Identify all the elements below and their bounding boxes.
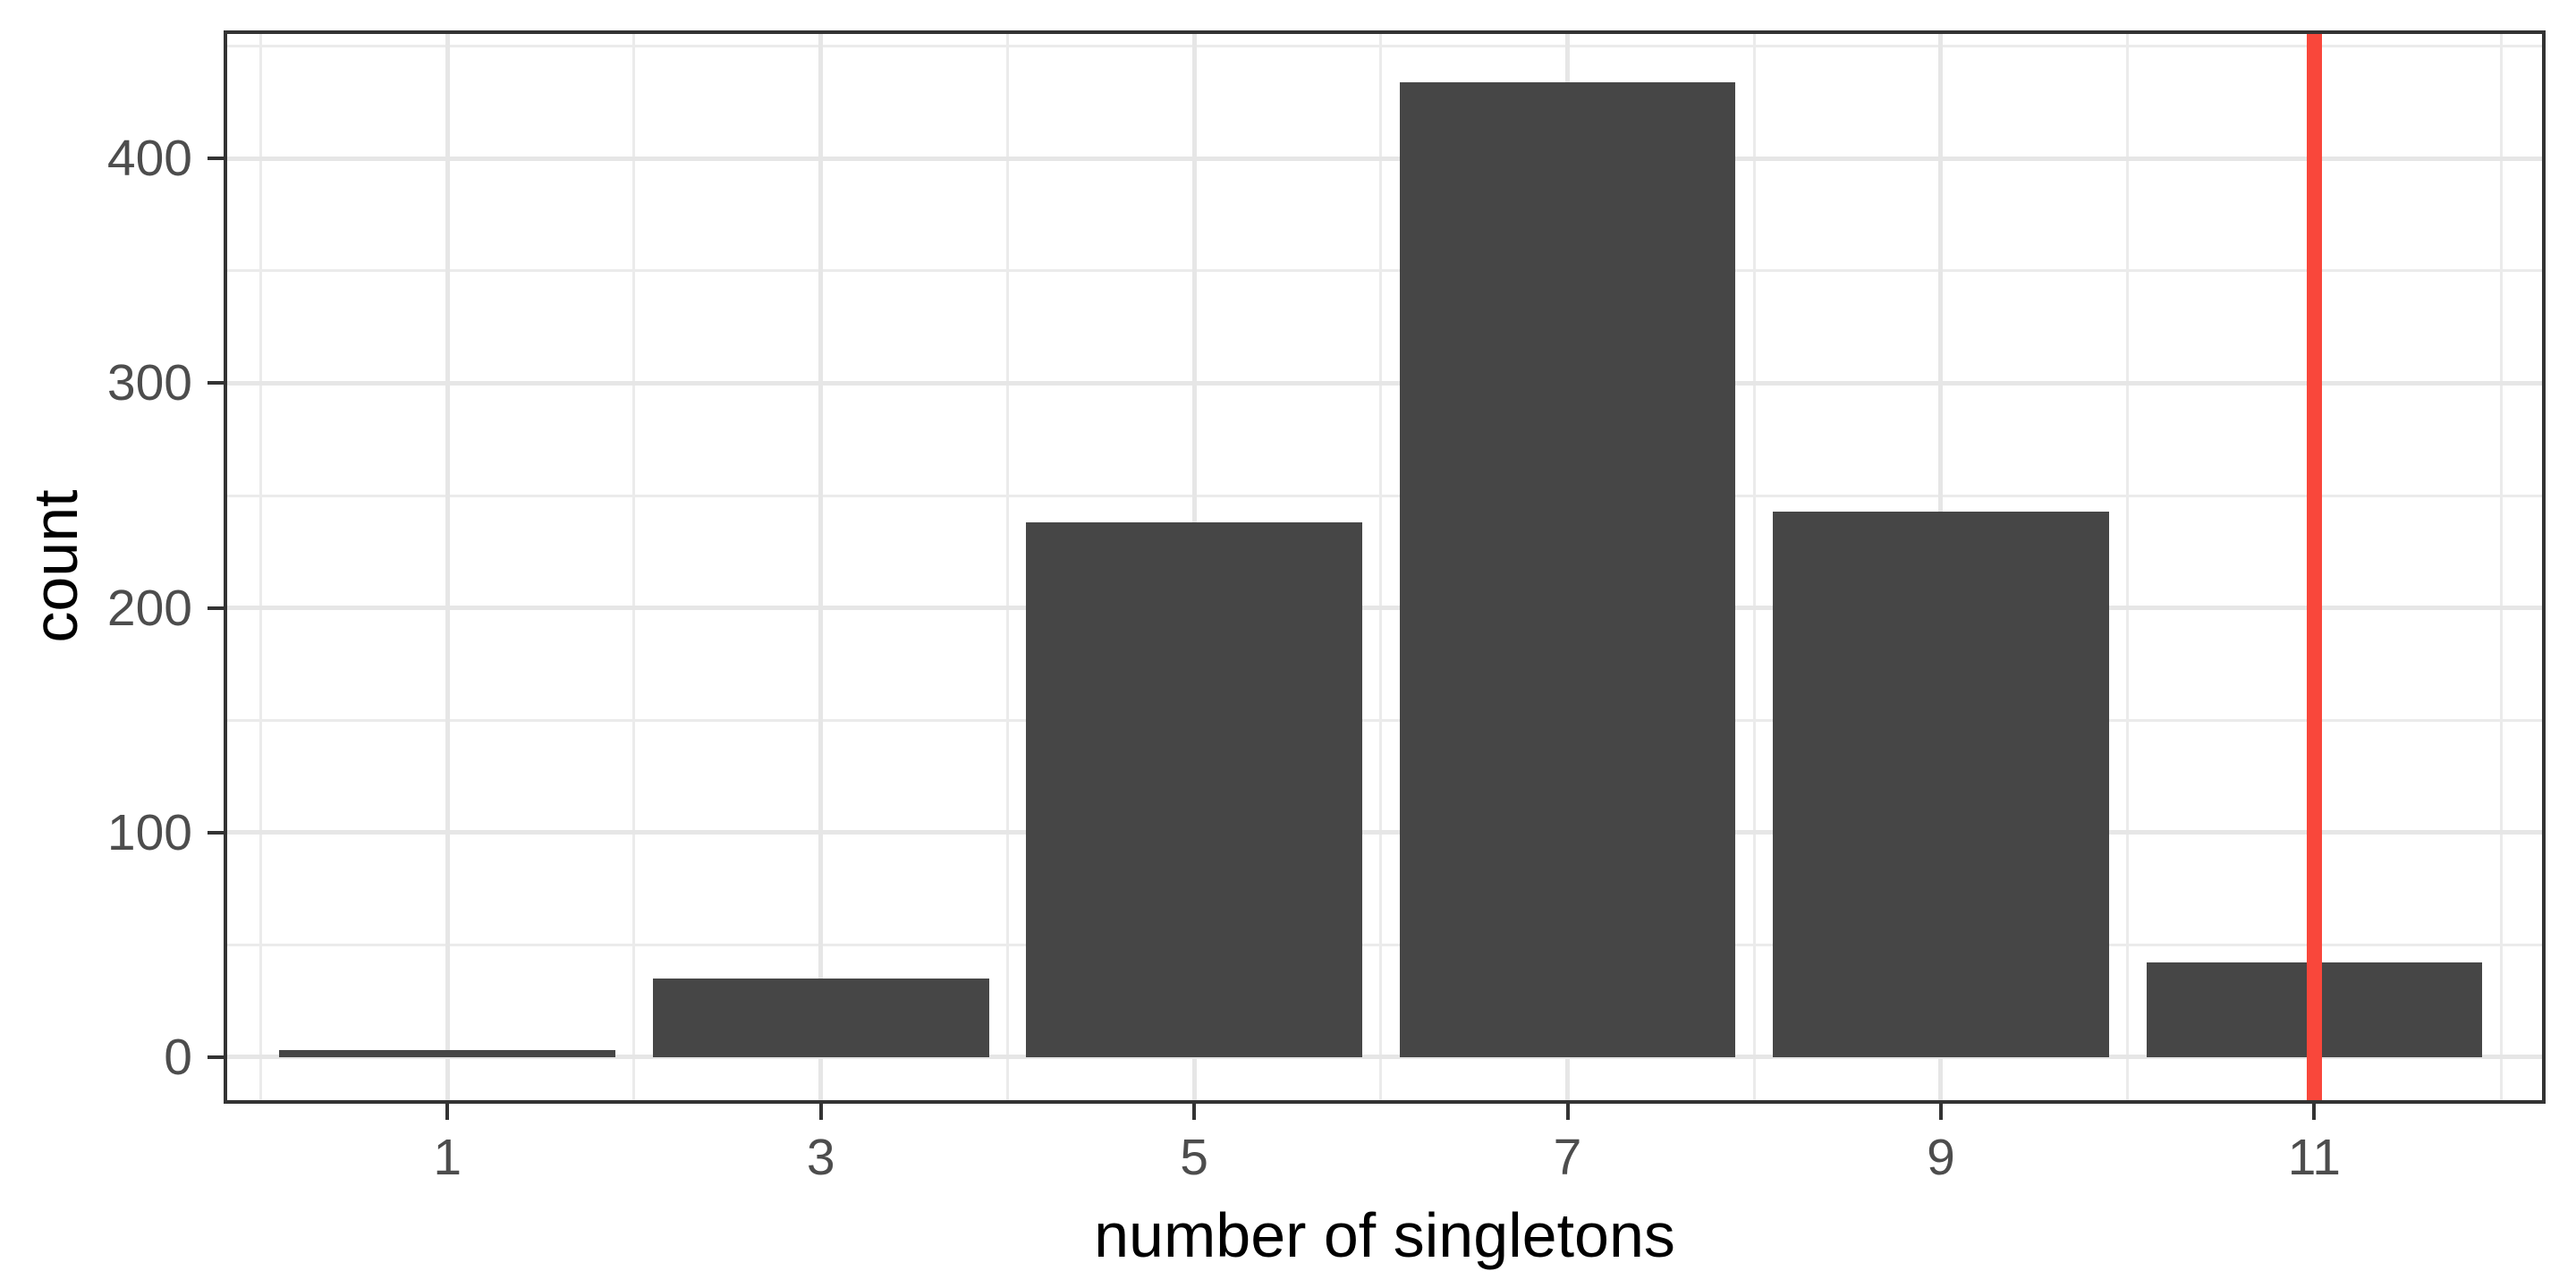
x-tick-label: 9 [1927,1129,1955,1186]
x-tick-label: 5 [1180,1129,1208,1186]
histogram-bar [1399,81,1736,1057]
minor-gridline-vertical [1379,34,1383,1100]
minor-gridline-vertical [632,34,636,1100]
x-tick-label: 3 [806,1129,835,1186]
minor-gridline-horizontal [227,45,2542,48]
minor-gridline-vertical [2126,34,2130,1100]
minor-gridline-vertical [2499,34,2503,1100]
minor-gridline-vertical [259,34,263,1100]
y-axis-title: count [21,489,90,643]
histogram-bar [652,978,989,1057]
y-tick-mark [208,606,224,610]
x-tick-mark [445,1104,450,1120]
y-tick-mark [208,157,224,161]
histogram-bar [279,1050,616,1057]
x-tick-mark [1192,1104,1197,1120]
y-tick-mark [208,381,224,386]
x-tick-mark [1565,1104,1570,1120]
major-gridline-horizontal [227,606,2542,611]
major-gridline-horizontal [227,830,2542,835]
x-tick-label: 1 [433,1129,462,1186]
plot-panel [224,30,2546,1104]
minor-gridline-horizontal [227,718,2542,722]
x-tick-mark [1938,1104,1943,1120]
major-gridline-vertical [818,34,824,1100]
y-tick-label: 400 [106,130,192,188]
y-tick-label: 0 [164,1028,192,1086]
minor-gridline-vertical [1752,34,1756,1100]
x-tick-mark [2312,1104,2317,1120]
major-gridline-horizontal [227,156,2542,161]
major-gridline-vertical [445,34,450,1100]
histogram-bar [1773,511,2109,1057]
x-tick-label: 11 [2287,1129,2341,1186]
reference-vline [2306,34,2322,1100]
plot-area [227,34,2542,1100]
minor-gridline-horizontal [227,943,2542,946]
major-gridline-horizontal [227,1055,2542,1060]
y-tick-mark [208,1055,224,1059]
y-tick-label: 100 [106,803,192,861]
histogram-bar [1026,522,1362,1057]
minor-gridline-horizontal [227,494,2542,497]
y-tick-mark [208,830,224,835]
x-axis-title: number of singletons [1094,1200,1675,1270]
x-tick-mark [818,1104,823,1120]
major-gridline-horizontal [227,380,2542,386]
x-tick-label: 7 [1553,1129,1582,1186]
y-tick-label: 200 [106,579,192,637]
minor-gridline-vertical [1005,34,1009,1100]
y-tick-label: 300 [106,354,192,412]
minor-gridline-horizontal [227,269,2542,273]
